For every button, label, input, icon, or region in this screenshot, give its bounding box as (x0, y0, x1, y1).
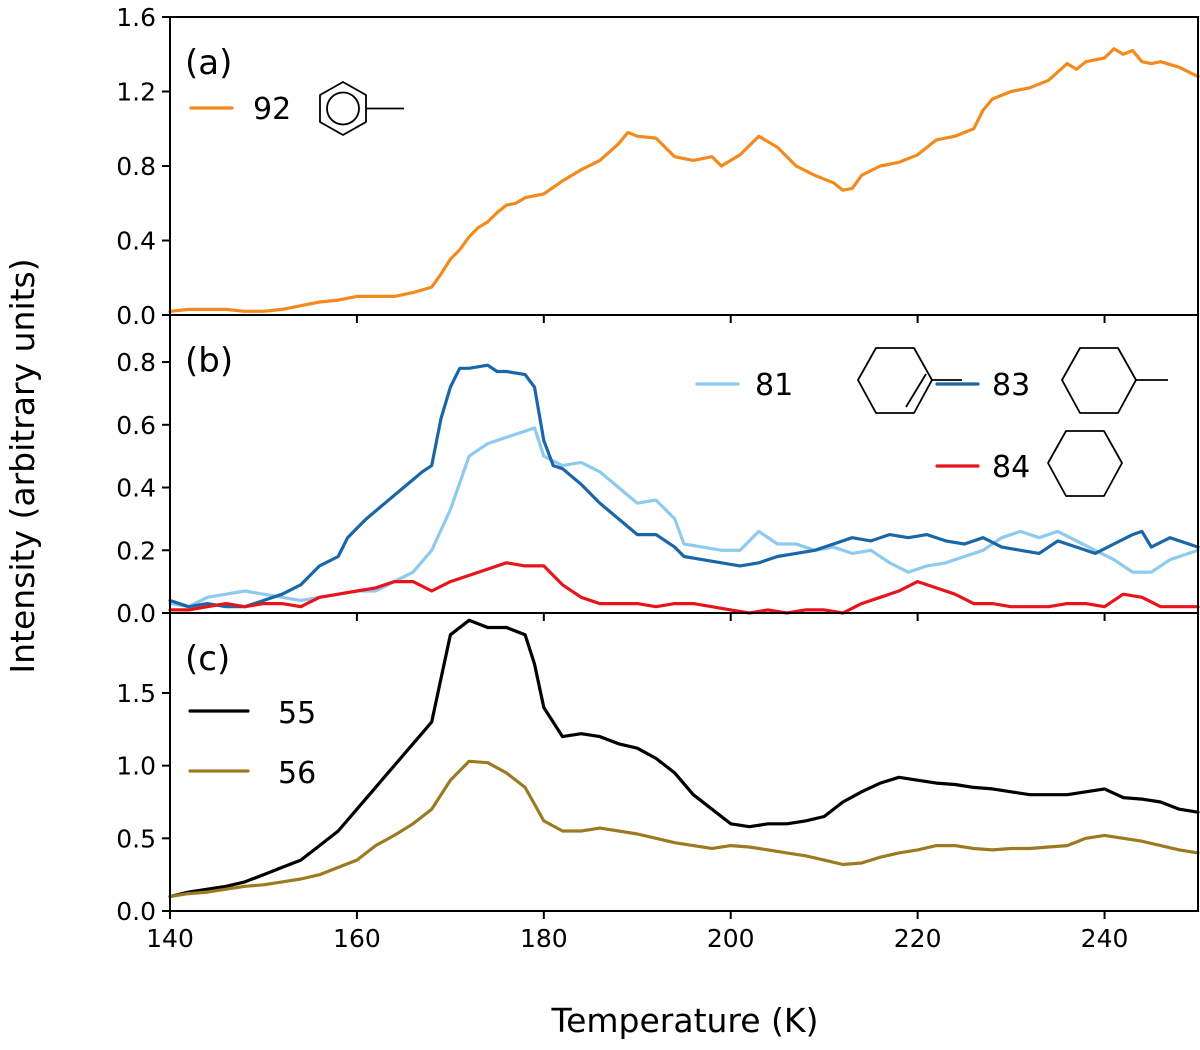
y-tick-label-b-2: 0.4 (116, 474, 156, 503)
panel-label-a: (a) (185, 43, 232, 83)
x-tick-label-3: 200 (707, 924, 755, 953)
methylcyclohexenyl-structure-icon (857, 347, 962, 414)
x-tick-label-1: 160 (333, 924, 381, 953)
y-tick-label-c-0: 0.0 (116, 897, 156, 926)
methylcyclohexyl-structure-icon (1061, 347, 1168, 414)
legend-panel-a: 92 (189, 81, 404, 136)
y-tick-label-b-4: 0.8 (116, 348, 156, 377)
legend-label-84: 84 (992, 450, 1030, 485)
x-tick-label-0: 140 (146, 924, 194, 953)
y-tick-label-c-3: 1.5 (116, 679, 156, 708)
legend-panel-c: 55 56 (188, 696, 316, 791)
legend-label-83: 83 (992, 368, 1030, 403)
y-tick-label-b-3: 0.6 (116, 411, 156, 440)
series-line-92 (168, 47, 1200, 313)
panel-label-b: (b) (185, 341, 233, 381)
y-axis-title: Intensity (arbitrary units) (3, 258, 42, 673)
toluene-structure-icon (319, 81, 404, 136)
y-tick-label-b-0: 0.0 (116, 599, 156, 628)
x-tick-label-2: 180 (520, 924, 568, 953)
panel-frame-a (169, 16, 1199, 316)
y-tick-label-a-0: 0.0 (116, 301, 156, 330)
series-line-55 (168, 618, 1200, 899)
x-tick-label-5: 240 (1081, 924, 1129, 953)
cyclohexane-structure-icon (1047, 430, 1123, 497)
series-line-81 (168, 426, 1200, 609)
panel-frame-b (169, 314, 1199, 614)
series-line-83 (168, 363, 1200, 609)
legend-label-55: 55 (278, 696, 316, 731)
y-tick-label-c-1: 0.5 (116, 824, 156, 853)
panel-c: 0.0 0.5 1.0 1.5 (c) (116, 612, 1200, 926)
legend-panel-b: 81 83 84 (695, 347, 1168, 497)
panel-b: 0.0 0.2 0.4 0.6 0.8 (b) (116, 314, 1200, 628)
legend-label-81: 81 (755, 368, 793, 403)
y-tick-label-b-1: 0.2 (116, 536, 156, 565)
series-line-84 (168, 561, 1200, 615)
y-tick-label-a-2: 0.8 (116, 152, 156, 181)
y-tick-label-a-3: 1.2 (116, 78, 156, 107)
y-tick-label-a-1: 0.4 (116, 227, 156, 256)
series-line-56 (168, 759, 1200, 899)
x-axis-title: Temperature (K) (551, 1001, 819, 1040)
plot-layer: 0.00.40.81.21.6(a)0.00.20.40.60.8 (b)0.00… (116, 3, 1200, 953)
legend-label-56: 56 (278, 756, 316, 791)
y-tick-label-c-2: 1.0 (116, 752, 156, 781)
y-tick-label-a-4: 1.6 (116, 3, 156, 32)
panel-label-c: (c) (185, 639, 230, 679)
x-tick-label-4: 220 (894, 924, 942, 953)
legend-label-92: 92 (253, 92, 291, 127)
panel-frame-c (169, 612, 1199, 912)
panel-a: 0.0 0.4 0.8 1.2 1.6 (a) (116, 3, 1200, 330)
